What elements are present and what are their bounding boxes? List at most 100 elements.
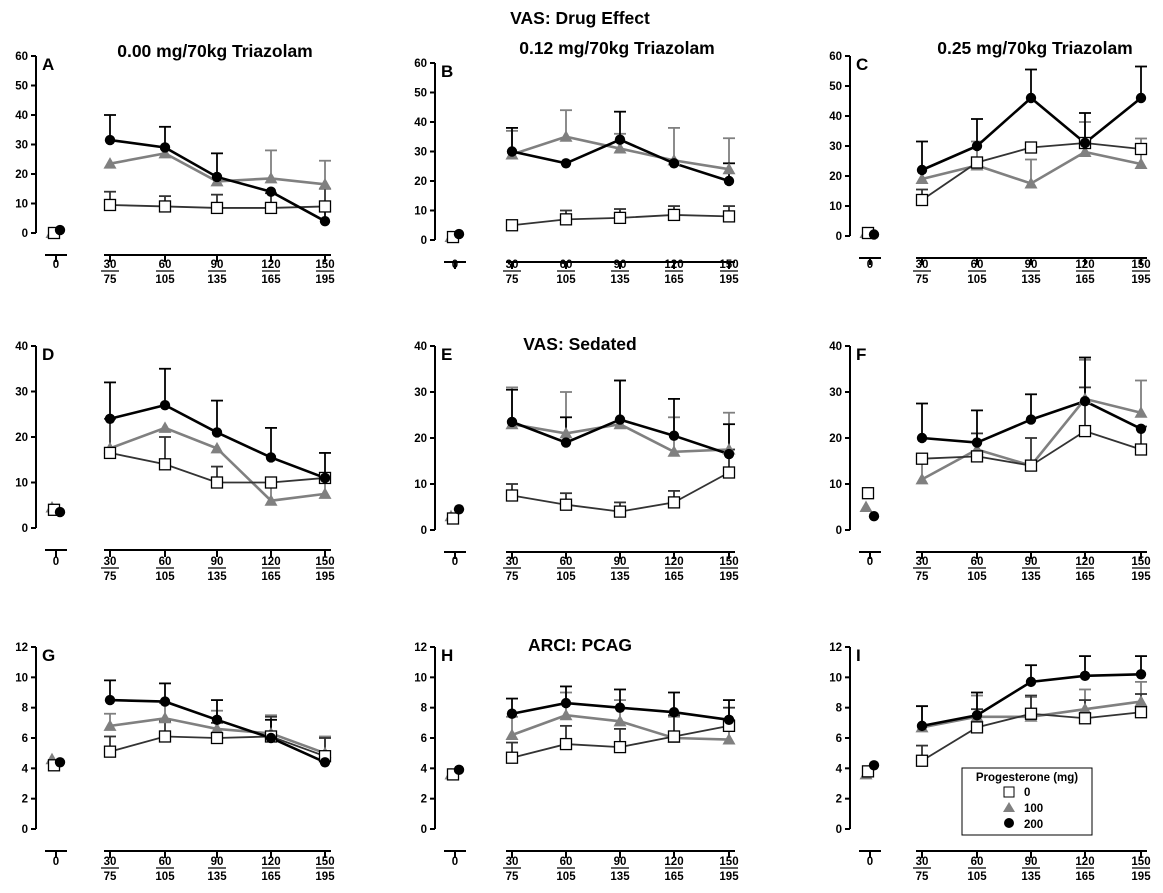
- x-tick-label-top: 60: [971, 856, 984, 868]
- panel-letter: E: [441, 345, 452, 364]
- data-point-0: [210, 731, 224, 745]
- data-point-0: [1024, 141, 1038, 154]
- data-point-200: [916, 720, 928, 732]
- data-point-200: [159, 142, 171, 153]
- x-tick-label-top: 30: [104, 259, 117, 271]
- data-point-0: [210, 476, 224, 489]
- x-tick-label-baseline: 0: [53, 259, 59, 271]
- x-tick-label-top: 120: [664, 556, 683, 568]
- data-point-200: [560, 697, 572, 709]
- y-tick-label: 10: [414, 479, 427, 491]
- x-tick-label-top: 30: [916, 556, 929, 568]
- x-tick-label-bottom: 105: [556, 571, 576, 583]
- y-tick-label: 12: [414, 642, 427, 654]
- y-tick-label: 30: [15, 387, 28, 399]
- row-title-sedated: VAS: Sedated: [523, 334, 636, 354]
- data-point-200: [1135, 423, 1147, 434]
- y-tick-label: 4: [836, 763, 843, 775]
- x-tick-label-bottom: 165: [261, 571, 281, 583]
- legend: Progesterone (mg) 0 100 200: [961, 767, 1093, 836]
- data-point-200: [560, 437, 572, 448]
- panel-c: C 0 10 20 30 40 50 60 0 30 75 60 105 90 135 120 165 150 19…: [829, 51, 1151, 286]
- panel-b: B 0 10 20 30 40 50 60 0 30 75 60 105 90 135 120 165 150 19…: [414, 58, 739, 286]
- y-tick-label: 30: [414, 387, 427, 399]
- data-point-200: [159, 696, 171, 707]
- x-tick-label-baseline: 0: [53, 856, 59, 868]
- y-tick-label: 20: [829, 433, 842, 445]
- data-point-100: [505, 728, 519, 740]
- y-tick-label: 40: [414, 341, 427, 353]
- data-point-0: [722, 466, 736, 479]
- y-tick-label: 60: [829, 51, 842, 63]
- x-tick-label-top: 60: [971, 259, 984, 271]
- x-tick-label-top: 90: [211, 556, 224, 568]
- panel-letter: I: [856, 646, 861, 665]
- data-point-200: [916, 432, 928, 444]
- x-tick-label-top: 120: [1075, 856, 1094, 868]
- data-point-200: [211, 714, 223, 725]
- x-tick-label-top: 30: [506, 856, 519, 868]
- data-point-200: [265, 186, 277, 197]
- panel-f: F 0 10 20 30 40 0 30 75 60 105 90 135 120 165 150 195: [829, 341, 1151, 583]
- data-point-0: [667, 208, 681, 222]
- baseline-point-200: [453, 504, 465, 515]
- data-point-200: [560, 158, 572, 169]
- y-tick-label: 40: [829, 341, 842, 353]
- legend-label-100: 100: [1024, 803, 1043, 815]
- x-tick-label-top: 150: [315, 556, 334, 568]
- data-point-100: [1134, 695, 1148, 707]
- y-tick-label: 4: [22, 763, 29, 775]
- x-tick-label-top: 150: [719, 856, 738, 868]
- y-tick-label: 40: [829, 111, 842, 123]
- x-tick-label-bottom: 135: [207, 571, 227, 583]
- y-tick-label: 20: [414, 176, 427, 188]
- x-tick-label-top: 60: [971, 556, 984, 568]
- x-tick-label-bottom: 165: [1075, 571, 1095, 583]
- x-tick-label-bottom: 165: [664, 571, 684, 583]
- y-tick-label: 8: [22, 703, 29, 715]
- x-tick-label-top: 30: [104, 556, 117, 568]
- x-tick-label-bottom: 105: [556, 274, 576, 286]
- data-point-100: [264, 494, 278, 506]
- y-tick-label: 0: [836, 231, 842, 243]
- x-tick-label-top: 150: [1131, 556, 1150, 568]
- x-tick-label-bottom: 105: [967, 871, 987, 883]
- data-point-200: [1079, 137, 1091, 149]
- data-point-200: [971, 710, 983, 721]
- y-tick-label: 10: [15, 199, 28, 211]
- x-tick-label-top: 150: [315, 259, 334, 271]
- data-point-200: [104, 413, 116, 424]
- y-tick-label: 0: [836, 824, 842, 836]
- row-title-pcag: ARCI: PCAG: [528, 635, 632, 655]
- panel-letter: A: [42, 55, 54, 74]
- x-tick-label-bottom: 135: [610, 571, 630, 583]
- x-tick-label-bottom: 195: [1131, 274, 1151, 286]
- x-tick-label-bottom: 75: [506, 871, 519, 883]
- x-tick-label-top: 30: [506, 556, 519, 568]
- x-tick-label-bottom: 165: [1075, 871, 1095, 883]
- x-tick-label-top: 60: [159, 856, 172, 868]
- data-point-200: [1079, 396, 1091, 407]
- x-tick-label-bottom: 135: [207, 274, 227, 286]
- y-tick-label: 0: [22, 228, 28, 240]
- baseline-point-0: [446, 512, 460, 525]
- x-tick-label-top: 150: [1131, 259, 1150, 271]
- y-tick-label: 60: [414, 58, 427, 70]
- data-point-200: [506, 416, 518, 428]
- y-tick-label: 20: [829, 171, 842, 183]
- legend-box: [961, 767, 1093, 836]
- x-tick-label-bottom: 105: [155, 871, 175, 883]
- data-point-0: [970, 721, 984, 734]
- y-tick-label: 2: [22, 794, 28, 806]
- data-point-0: [613, 740, 627, 754]
- x-tick-label-bottom: 195: [719, 274, 739, 286]
- data-point-100: [158, 421, 172, 433]
- data-point-0: [210, 201, 224, 215]
- x-tick-label-top: 90: [211, 259, 224, 271]
- baseline-point-200: [453, 228, 465, 240]
- y-tick-label: 12: [15, 642, 28, 654]
- data-point-200: [506, 708, 518, 719]
